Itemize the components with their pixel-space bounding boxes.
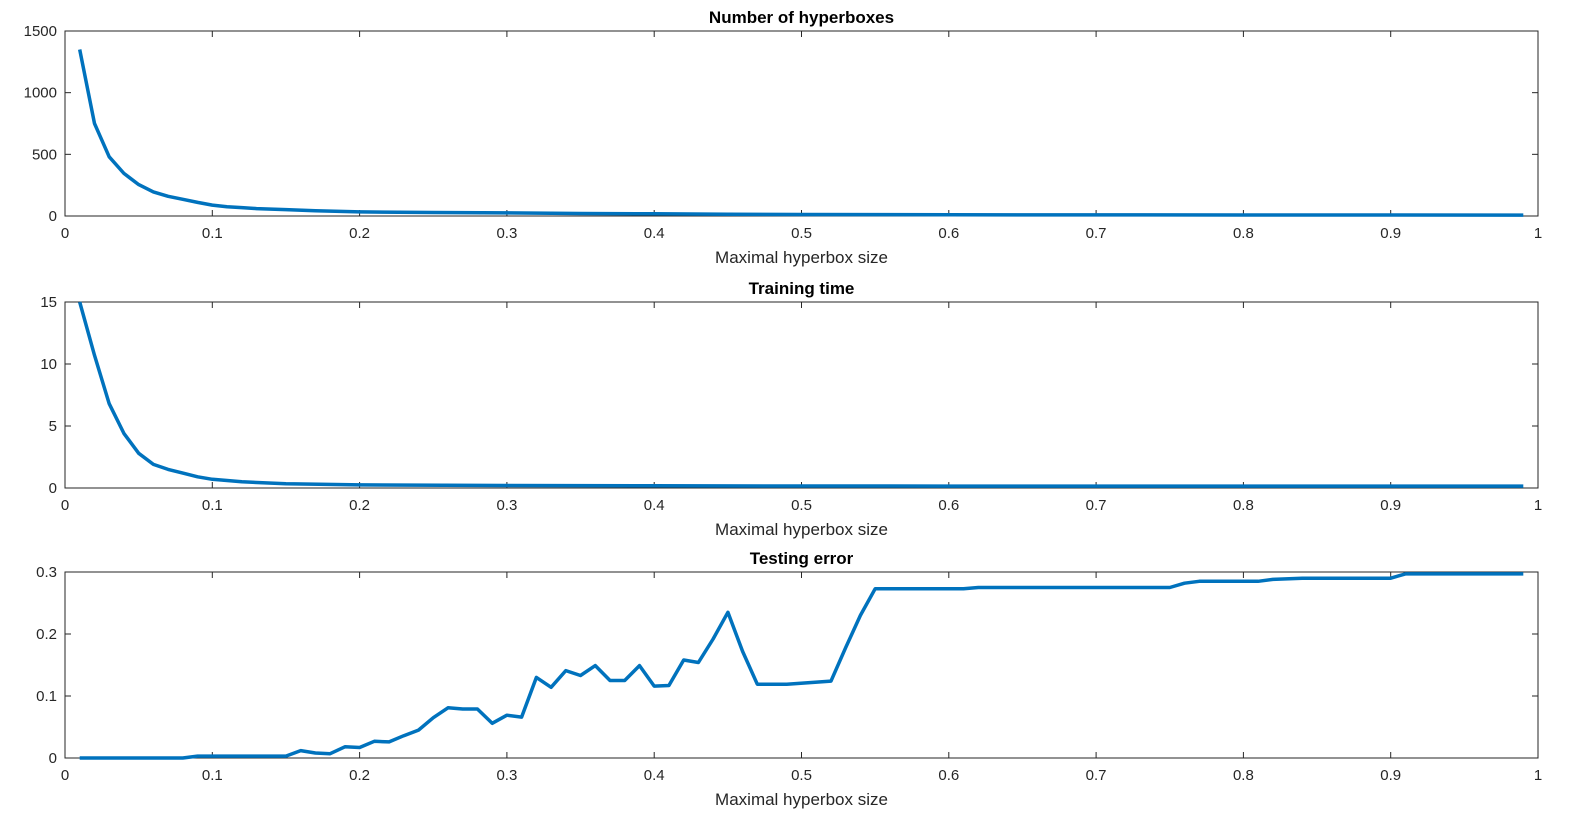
x-tick-label: 0.8 xyxy=(1233,497,1254,514)
x-tick-label: 0.5 xyxy=(791,497,812,514)
chart-title: Training time xyxy=(749,279,855,298)
x-tick-label: 0.3 xyxy=(496,767,517,784)
x-tick-label: 0.6 xyxy=(938,767,959,784)
x-tick-label: 0.9 xyxy=(1380,767,1401,784)
x-tick-label: 0.4 xyxy=(644,497,665,514)
y-tick-label: 0 xyxy=(49,480,57,497)
chart-panel-2: 0 0.1 0.2 0.3 0.4 0.5 0.6 0.7 0.8 0.9 1051015Train… xyxy=(40,279,1542,539)
x-tick-label: 0.5 xyxy=(791,767,812,784)
y-tick-label: 5 xyxy=(49,418,57,435)
x-tick-label: 0.1 xyxy=(202,225,223,242)
x-tick-label: 0.2 xyxy=(349,225,370,242)
chart-panel-3: 0 0.1 0.2 0.3 0.4 0.5 0.6 0.7 0.8 0.9 1 0 0.1 0.2 0.3 T… xyxy=(36,549,1542,809)
x-tick-label: 0.3 xyxy=(496,497,517,514)
x-tick-label: 0.4 xyxy=(644,767,665,784)
y-tick-label: 1000 xyxy=(24,85,57,102)
x-tick-label: 0.2 xyxy=(349,497,370,514)
x-tick-label: 0.1 xyxy=(202,767,223,784)
chart-title: Testing error xyxy=(750,549,854,568)
y-tick-label: 1500 xyxy=(24,23,57,40)
plot-area xyxy=(64,571,1539,759)
y-tick-label: 0 xyxy=(49,750,57,767)
x-axis-label: Maximal hyperbox size xyxy=(715,248,888,267)
x-axis-label: Maximal hyperbox size xyxy=(715,520,888,539)
chart-title: Number of hyperboxes xyxy=(709,8,894,27)
x-tick-label: 0 xyxy=(61,497,69,514)
x-tick-label: 1 xyxy=(1534,497,1542,514)
x-tick-label: 0.8 xyxy=(1233,767,1254,784)
x-tick-label: 1 xyxy=(1534,767,1542,784)
plot-area xyxy=(64,30,1539,217)
series-line xyxy=(79,572,1524,760)
x-axis-label: Maximal hyperbox size xyxy=(715,790,888,809)
chart-panel-1: 0 0.1 0.2 0.3 0.4 0.5 0.6 0.7 0.8 0.9 1 0 500 1000 150… xyxy=(24,8,1543,267)
y-tick-label: 15 xyxy=(40,294,57,311)
y-tick-label: 500 xyxy=(32,146,57,163)
y-tick-label: 0.3 xyxy=(36,564,57,581)
x-tick-label: 0.7 xyxy=(1086,767,1107,784)
x-tick-label: 0.3 xyxy=(496,225,517,242)
x-tick-label: 0.5 xyxy=(791,225,812,242)
x-tick-label: 0 xyxy=(61,767,69,784)
y-tick-label: 0 xyxy=(49,208,57,225)
x-tick-label: 0.4 xyxy=(644,225,665,242)
x-tick-label: 0.7 xyxy=(1086,497,1107,514)
x-tick-label: 0 xyxy=(61,225,69,242)
x-tick-label: 0.8 xyxy=(1233,225,1254,242)
x-tick-label: 0.1 xyxy=(202,497,223,514)
series-line xyxy=(78,301,1524,488)
plot-area xyxy=(64,301,1539,489)
x-tick-label: 0.6 xyxy=(938,225,959,242)
y-tick-label: 0.2 xyxy=(36,626,57,643)
x-tick-label: 0.7 xyxy=(1086,225,1107,242)
x-tick-label: 0.9 xyxy=(1380,497,1401,514)
series-line xyxy=(77,49,1524,217)
x-tick-label: 0.2 xyxy=(349,767,370,784)
x-tick-label: 1 xyxy=(1534,225,1542,242)
y-tick-label: 10 xyxy=(40,356,57,373)
x-tick-label: 0.6 xyxy=(938,497,959,514)
y-tick-label: 0.1 xyxy=(36,688,57,705)
x-tick-label: 0.9 xyxy=(1380,225,1401,242)
